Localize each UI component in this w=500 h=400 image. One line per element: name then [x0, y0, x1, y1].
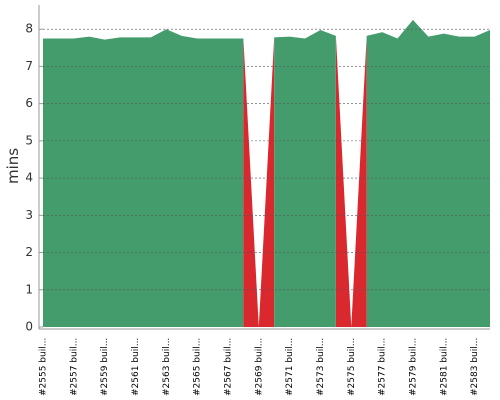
x-tick-label: #2571 buil...	[285, 338, 295, 396]
x-tick-label: #2559 buil...	[100, 338, 110, 396]
y-tick-label: 1	[25, 282, 33, 296]
y-tick-label: 0	[25, 320, 33, 334]
area	[335, 35, 367, 328]
x-tick-label: #2581 buil...	[439, 338, 449, 396]
x-tick-label: #2565 buil...	[193, 338, 203, 396]
y-tick-label: 4	[25, 171, 33, 185]
area	[274, 29, 336, 327]
x-tick-label: #2569 buil...	[254, 338, 264, 396]
x-tick-label: #2575 buil...	[347, 338, 357, 396]
y-axis-label: mins	[4, 148, 22, 184]
y-tick-label: 2	[25, 245, 33, 259]
x-tick-label: #2563 buil...	[162, 338, 172, 396]
x-tick-label: #2557 buil...	[69, 338, 79, 396]
y-tick-label: 8	[25, 22, 33, 36]
x-tick-label: #2577 buil...	[378, 338, 388, 396]
y-tick-label: 3	[25, 208, 33, 222]
x-tick-label: #2555 buil...	[39, 338, 49, 396]
x-tick-label: #2579 buil...	[408, 338, 418, 396]
area	[243, 37, 275, 327]
area	[366, 19, 490, 328]
x-tick-label: #2583 buil...	[470, 338, 480, 396]
y-tick-label: 5	[25, 133, 33, 147]
x-tick-label: #2573 buil...	[316, 338, 326, 396]
x-tick-label: #2567 buil...	[223, 338, 233, 396]
x-tick-label: #2561 buil...	[131, 338, 141, 396]
y-tick-label: 6	[25, 96, 33, 110]
y-tick-label: 7	[25, 59, 33, 73]
